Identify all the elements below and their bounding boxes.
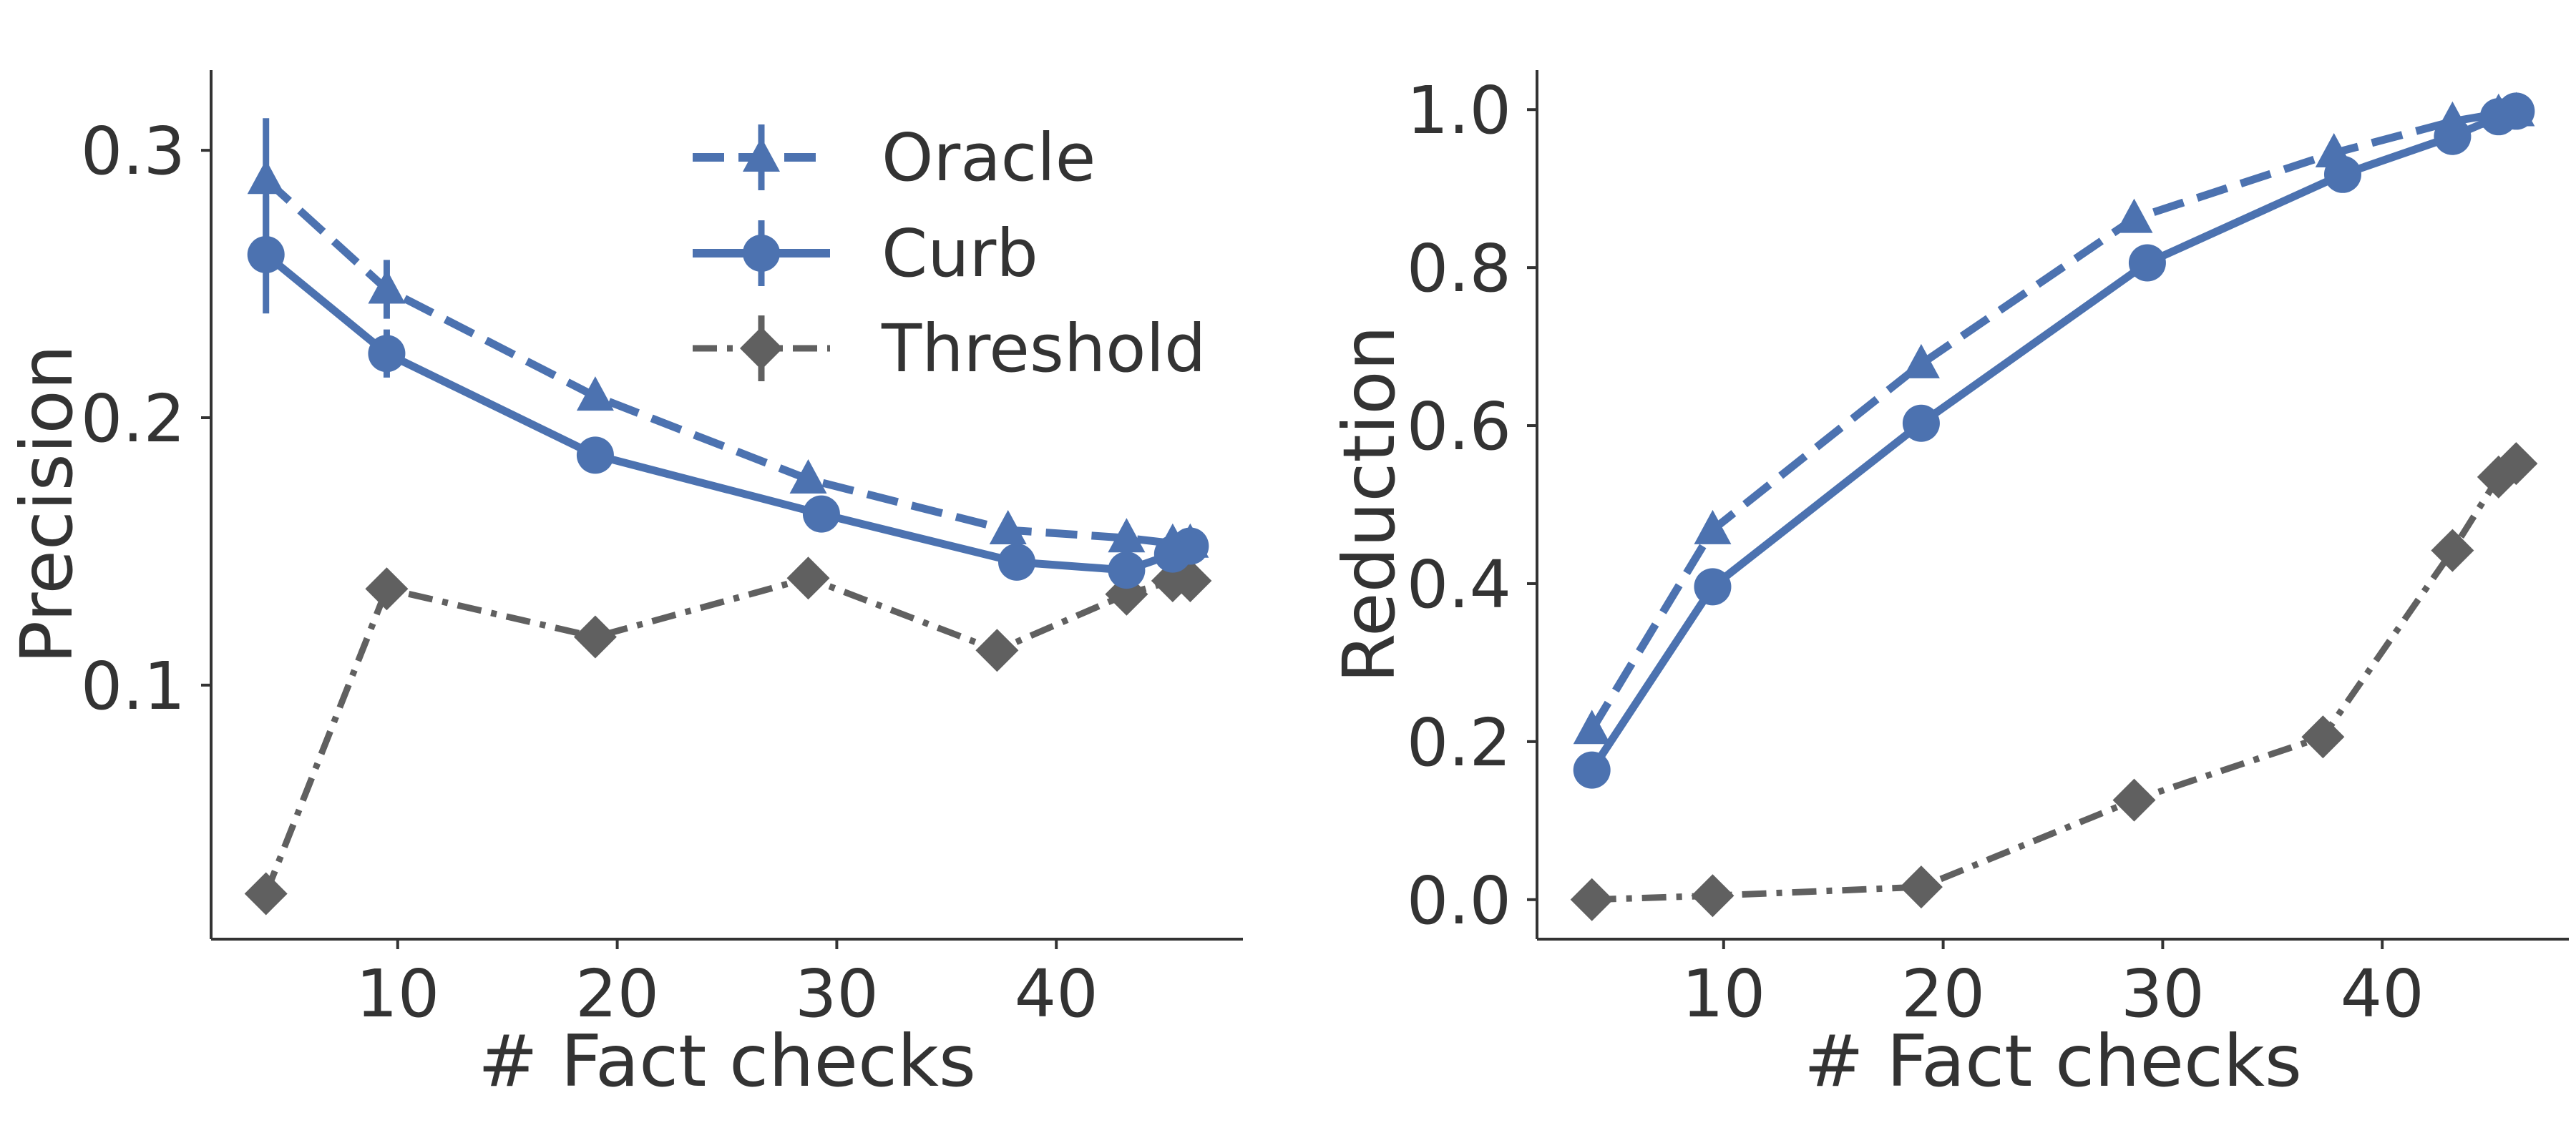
right-y-axis-label: Reduction xyxy=(1327,325,1411,683)
reduction-oracle-line xyxy=(1588,108,2517,732)
legend-entry-threshold: Threshold xyxy=(693,310,1206,387)
precision-panel: # Fact checks Precision 10 20 30 40 0.1 0.2 0.… xyxy=(5,70,1243,1103)
precision-threshold-point xyxy=(365,567,409,611)
legend-entry-oracle: Oracle xyxy=(693,119,1096,196)
precision-oracle-point xyxy=(1108,518,1146,553)
reduction-y-tick-label: 0.8 xyxy=(1407,230,1511,307)
legend-oracle-marker xyxy=(743,137,780,172)
precision-threshold-point xyxy=(975,629,1019,672)
reduction-curb-point xyxy=(2128,244,2166,282)
reduction-x-tick-label: 20 xyxy=(1901,956,1985,1032)
reduction-curb-point xyxy=(1694,568,1732,606)
precision-y-tick-label: 0.1 xyxy=(81,648,185,725)
precision-oracle-point xyxy=(368,269,406,304)
right-ticks: 10 20 30 40 0.0 0.2 0.4 0.6 0.8 1.0 xyxy=(1407,72,2424,1032)
reduction-threshold-point xyxy=(1691,874,1735,918)
reduction-curb-point xyxy=(1573,751,1611,789)
reduction-oracle-point xyxy=(2315,132,2353,167)
precision-curb-point xyxy=(247,235,285,273)
precision-oracle-point xyxy=(1171,523,1209,558)
left-x-axis-label: # Fact checks xyxy=(478,1019,976,1103)
legend: Oracle Curb Threshold xyxy=(693,119,1206,387)
precision-x-tick-label: 30 xyxy=(795,956,879,1032)
legend-threshold-marker xyxy=(740,327,783,370)
reduction-threshold-point xyxy=(2301,715,2345,759)
precision-threshold-point xyxy=(786,556,830,600)
precision-curb-point xyxy=(997,543,1035,581)
precision-oracle-point xyxy=(576,376,614,411)
reduction-oracle-point xyxy=(1573,710,1611,745)
reduction-curb-line xyxy=(1589,107,2518,772)
legend-curb-label: Curb xyxy=(882,215,1038,292)
precision-curb-point xyxy=(802,495,840,533)
right-x-axis-label: # Fact checks xyxy=(1804,1019,2302,1103)
legend-curb-marker xyxy=(743,235,780,272)
reduction-threshold-point xyxy=(2431,529,2474,572)
reduction-y-tick-label: 0.0 xyxy=(1407,863,1511,939)
legend-threshold-label: Threshold xyxy=(881,310,1206,387)
reduction-y-tick-label: 0.4 xyxy=(1407,546,1511,623)
precision-threshold-point xyxy=(244,872,288,916)
reduction-x-tick-label: 40 xyxy=(2341,956,2424,1032)
legend-oracle-label: Oracle xyxy=(882,119,1096,196)
reduction-oracle-point xyxy=(1902,343,1940,378)
precision-threshold-line xyxy=(263,574,1191,896)
precision-x-tick-label: 20 xyxy=(575,956,659,1032)
right-series xyxy=(1570,92,2538,921)
reduction-oracle-point xyxy=(2115,198,2153,233)
precision-threshold-point xyxy=(573,615,617,659)
reduction-panel: # Fact checks Reduction 10 20 30 40 0.0 0.2 0.… xyxy=(1327,70,2569,1103)
precision-y-tick-label: 0.3 xyxy=(81,113,185,190)
precision-oracle-point xyxy=(989,510,1027,545)
reduction-x-tick-label: 30 xyxy=(2121,956,2205,1032)
precision-x-tick-label: 10 xyxy=(356,956,439,1032)
reduction-threshold-point xyxy=(2494,442,2538,486)
precision-oracle-point xyxy=(789,458,827,494)
reduction-curb-point xyxy=(1902,404,1940,442)
precision-curb-point xyxy=(1108,551,1146,589)
left-y-axis-label: Precision xyxy=(5,345,89,664)
reduction-threshold-point xyxy=(1899,865,1943,909)
reduction-oracle-point xyxy=(2434,101,2472,136)
left-ticks: 10 20 30 40 0.1 0.2 0.3 xyxy=(81,113,1098,1032)
reduction-oracle-point xyxy=(2497,92,2535,127)
legend-entry-curb: Curb xyxy=(693,215,1038,292)
left-series xyxy=(244,118,1212,916)
reduction-y-tick-label: 0.6 xyxy=(1407,388,1511,465)
reduction-oracle-point xyxy=(1694,509,1732,544)
reduction-y-tick-label: 1.0 xyxy=(1407,72,1511,149)
reduction-threshold-line xyxy=(1591,461,2519,903)
precision-curb-point xyxy=(576,436,614,474)
precision-oracle-point xyxy=(247,160,285,195)
precision-x-tick-label: 40 xyxy=(1015,956,1098,1032)
precision-curb-point xyxy=(368,335,406,373)
reduction-y-tick-label: 0.2 xyxy=(1407,705,1511,781)
reduction-threshold-point xyxy=(1570,878,1614,921)
reduction-threshold-point xyxy=(2112,778,2156,822)
precision-y-tick-label: 0.2 xyxy=(81,381,185,457)
reduction-x-tick-label: 10 xyxy=(1682,956,1765,1032)
